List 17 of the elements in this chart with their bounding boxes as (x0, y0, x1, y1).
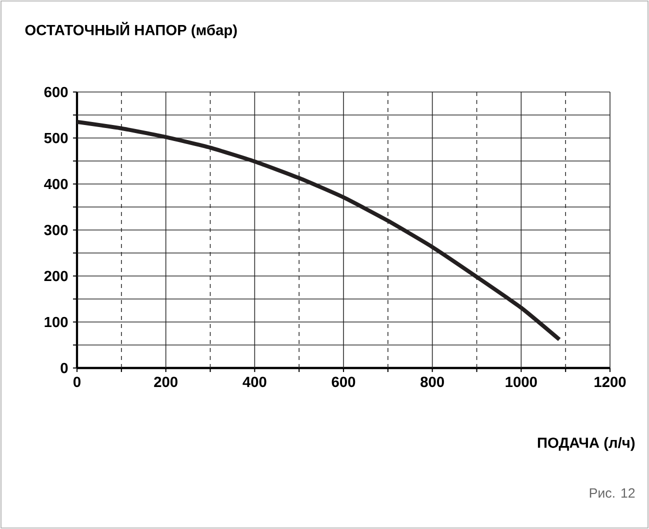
y-tick-label: 600 (44, 86, 68, 98)
y-tick-label: 0 (60, 362, 68, 374)
text: Рис. 12 (590, 488, 635, 498)
x-axis-title: ПОДАЧА (л/ч) (538, 437, 635, 451)
chart-title: ОСТАТОЧНЫЙ НАПОР (мбар) (25, 22, 237, 38)
y-tick-label: 400 (44, 178, 68, 190)
x-tick-label: 600 (332, 376, 356, 388)
x-tick-label: 0 (74, 376, 80, 388)
x-tick-label: 1000 (506, 376, 537, 388)
y-tick-label: 500 (44, 132, 68, 144)
y-tick-label: 300 (44, 224, 68, 236)
x-tick-label: 1200 (594, 376, 626, 388)
x-tick-label: 800 (420, 376, 444, 388)
x-tick-label: 200 (154, 376, 178, 388)
x-tick-label: 400 (242, 376, 266, 388)
y-tick-label: 200 (44, 270, 68, 282)
y-tick-label: 100 (44, 316, 68, 328)
